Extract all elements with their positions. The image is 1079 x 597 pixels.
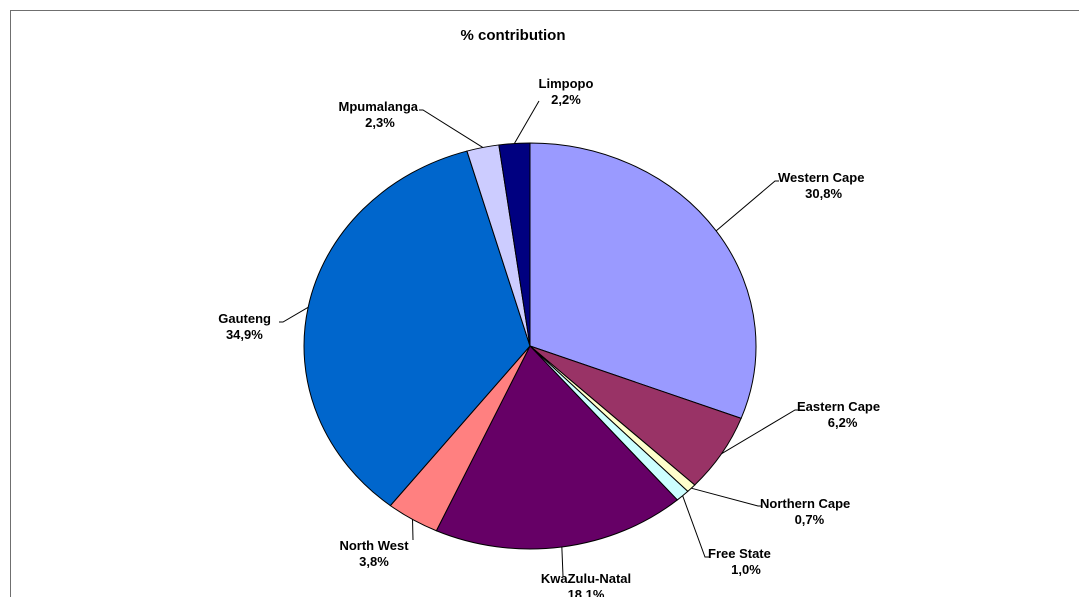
slice-label-value-free-state: 1,0%: [731, 562, 761, 577]
slice-label-name-kwazulu-natal: KwaZulu-Natal: [541, 571, 631, 586]
slice-label-name-gauteng: Gauteng: [218, 311, 271, 326]
leader-lines: [279, 100, 799, 577]
slice-label-name-northern-cape: Northern Cape: [760, 496, 850, 511]
slice-label-value-north-west: 3,8%: [359, 554, 389, 569]
slice-label-name-mpumalanga: Mpumalanga: [339, 99, 419, 114]
slice-label-value-northern-cape: 0,7%: [795, 512, 825, 527]
leader-line-mpumalanga: [419, 109, 484, 148]
slice-label-value-kwazulu-natal: 18,1%: [568, 587, 605, 597]
chart-title: % contribution: [461, 27, 566, 44]
slice-label-value-western-cape: 30,8%: [805, 186, 842, 201]
leader-line-northern-cape: [691, 487, 762, 507]
slice-label-value-eastern-cape: 6,2%: [828, 415, 858, 430]
slice-label-name-eastern-cape: Eastern Cape: [797, 399, 880, 414]
leader-line-free-state: [682, 495, 709, 558]
slice-label-value-limpopo: 2,2%: [551, 92, 581, 107]
leader-line-eastern-cape: [721, 409, 799, 455]
slice-label-value-gauteng: 34,9%: [226, 327, 263, 342]
leader-line-western-cape: [715, 180, 779, 232]
slice-label-name-limpopo: Limpopo: [539, 76, 594, 91]
slice-label-value-mpumalanga: 2,3%: [365, 115, 395, 130]
leader-line-gauteng: [279, 306, 309, 323]
pie-slice-western-cape: [529, 142, 757, 419]
slice-label-name-western-cape: Western Cape: [778, 170, 864, 185]
pie-slice-kwazulu-natal: [435, 345, 679, 550]
slice-label-name-north-west: North West: [339, 538, 409, 553]
leader-line-limpopo: [513, 100, 540, 144]
slice-label-name-free-state: Free State: [708, 546, 771, 561]
pie-slices: [303, 142, 757, 550]
leader-line-kwazulu-natal: [561, 546, 564, 577]
